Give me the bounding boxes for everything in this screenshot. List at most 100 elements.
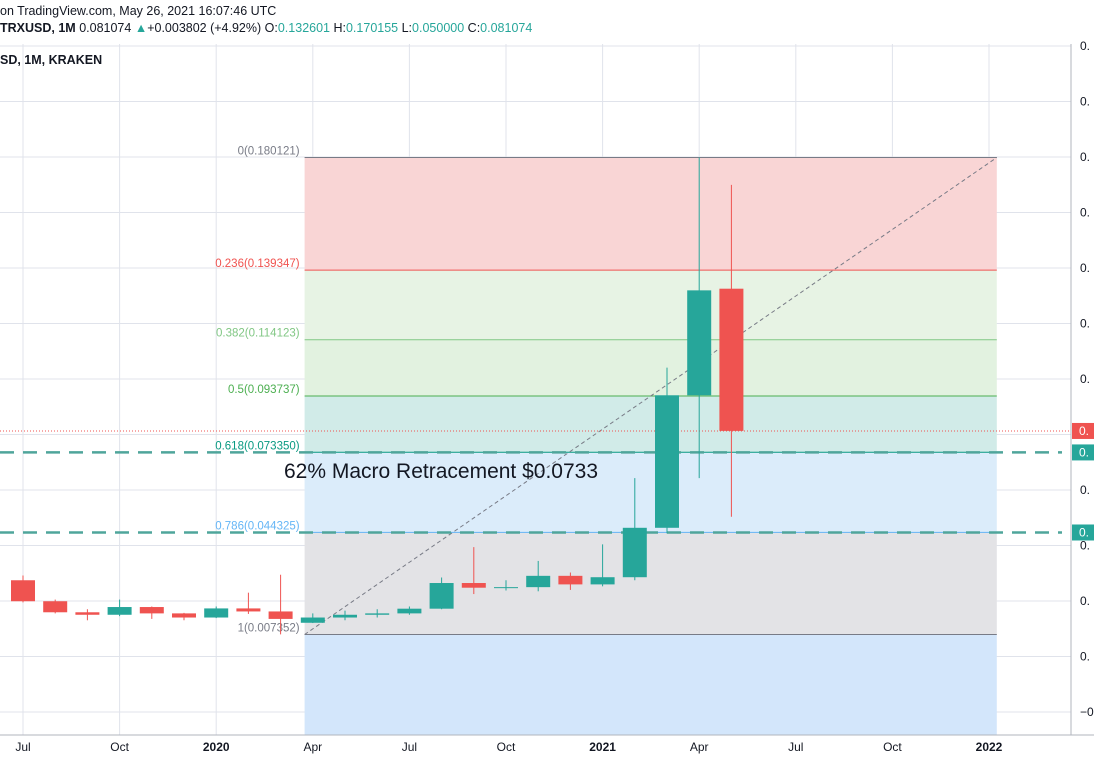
fib-level-label: 0.236(0.139347) [215, 258, 300, 270]
fib-level-label: 1(0.007352) [238, 623, 300, 635]
candle[interactable] [204, 606, 229, 619]
high-label: H: [333, 21, 346, 35]
candle-body [172, 613, 196, 618]
candle[interactable] [558, 572, 583, 590]
candle-body [590, 577, 615, 585]
fib-level-label: 0.5(0.093737) [228, 384, 300, 396]
candle[interactable] [333, 610, 357, 621]
chart-header: on TradingView.com, May 26, 2021 16:07:4… [0, 0, 1094, 67]
candle-body [687, 290, 712, 396]
candle[interactable] [139, 606, 164, 619]
candle[interactable] [719, 184, 744, 517]
price-axis-label: 0. [1080, 150, 1090, 164]
candle-body [236, 608, 261, 612]
fib-trend-line[interactable] [304, 157, 998, 635]
price-axis-label: 0. [1080, 39, 1090, 53]
low-value: 0.050000 [412, 21, 465, 35]
axes: 0.0.0.0.0.0.0.0.0.0.0.0.−00.0.0.JulOct20… [0, 39, 1094, 754]
price-tag-label: 0. [1079, 525, 1089, 539]
annotation-text[interactable]: 62% Macro Retracement $0.0733 [284, 460, 598, 483]
time-axis-label: Apr [303, 740, 322, 754]
candle-body [204, 608, 229, 618]
price-axis-label: 0. [1080, 317, 1090, 331]
candle[interactable] [687, 157, 712, 479]
time-axis-label: Jul [402, 740, 417, 754]
candle-body [11, 580, 35, 602]
symbol-label[interactable]: TRXUSD, 1M [0, 21, 76, 35]
fib-zone [304, 270, 997, 340]
candle-body [300, 617, 325, 623]
time-axis-label: Oct [883, 740, 902, 754]
candle[interactable] [526, 560, 551, 592]
fib-level-label: 0.618(0.073350) [215, 440, 300, 452]
change-arrow-icon: ▲ [134, 21, 148, 35]
candle[interactable] [429, 577, 454, 610]
candle-body [365, 613, 390, 615]
price-axis-label: 0. [1080, 594, 1090, 608]
price-tag [1072, 444, 1094, 461]
candle-body [461, 583, 486, 588]
candle[interactable] [461, 547, 486, 595]
low-label: L: [401, 21, 413, 35]
time-axis-label: 2020 [203, 740, 230, 754]
candle[interactable] [11, 575, 35, 603]
ohlc-line: TRXUSD, 1M 0.081074 ▲+0.003802 (+4.92%) … [0, 21, 532, 35]
price-axis-label: −0 [1080, 705, 1094, 719]
price-change: +0.003802 (+4.92%) [147, 21, 262, 35]
horizontal-lines[interactable] [0, 430, 1071, 534]
time-axis-label: Jul [15, 740, 30, 754]
fib-zone [304, 452, 997, 533]
price-tag [1072, 422, 1094, 439]
fib-zone [304, 532, 997, 635]
candle[interactable] [655, 367, 679, 534]
price-axis-label: 0. [1080, 372, 1090, 386]
candle-body [429, 583, 454, 609]
candle[interactable] [268, 574, 293, 635]
candle-body [333, 614, 357, 618]
fib-zone [304, 339, 997, 396]
time-axis-label: Oct [497, 740, 516, 754]
price-axis-label: 0. [1080, 483, 1090, 497]
candle-body [268, 611, 293, 619]
candle[interactable] [43, 599, 68, 614]
price-axis-label: 0. [1080, 539, 1090, 553]
candle[interactable] [300, 613, 325, 624]
candle[interactable] [494, 580, 518, 591]
time-axis-label: Oct [110, 740, 129, 754]
candles[interactable] [11, 157, 744, 635]
candle[interactable] [622, 478, 647, 581]
fib-zone [304, 157, 997, 271]
fib-retracement[interactable]: 0(0.180121) 0.236(0.139347) 0.382(0.114123… [215, 146, 998, 736]
price-axis-label: 0. [1080, 95, 1090, 109]
price-tag [1072, 524, 1094, 541]
candle-body [397, 608, 422, 614]
fib-level-label: 0.382(0.114123) [216, 328, 300, 340]
time-axis-label: 2022 [976, 740, 1003, 754]
chart-subtitle: SD, 1M, KRAKEN [0, 53, 103, 67]
price-axis-label: 0. [1080, 261, 1090, 275]
time-axis-label: 2021 [589, 740, 616, 754]
candle[interactable] [172, 612, 196, 621]
candle-body [107, 607, 132, 615]
fib-level-label: 0.786(0.044325) [215, 520, 300, 532]
fib-level-label: 0(0.180121) [238, 146, 300, 158]
candle[interactable] [590, 544, 615, 587]
price-tag-label: 0. [1079, 445, 1089, 459]
time-axis-label: Apr [690, 740, 709, 754]
candle-body [622, 527, 647, 578]
price-tag-label: 0. [1079, 424, 1089, 438]
close-label: C: [467, 21, 481, 35]
candle[interactable] [107, 599, 132, 617]
candle[interactable] [236, 592, 261, 614]
candle-body [655, 395, 679, 528]
candle-body [526, 575, 551, 588]
time-axis-label: Jul [788, 740, 803, 754]
candle[interactable] [75, 609, 100, 621]
close-value: 0.081074 [480, 21, 533, 35]
candle-body [139, 607, 164, 614]
candle[interactable] [365, 609, 390, 618]
open-value: 0.132601 [277, 21, 330, 35]
fib-zone [304, 395, 997, 453]
candle[interactable] [397, 606, 422, 615]
